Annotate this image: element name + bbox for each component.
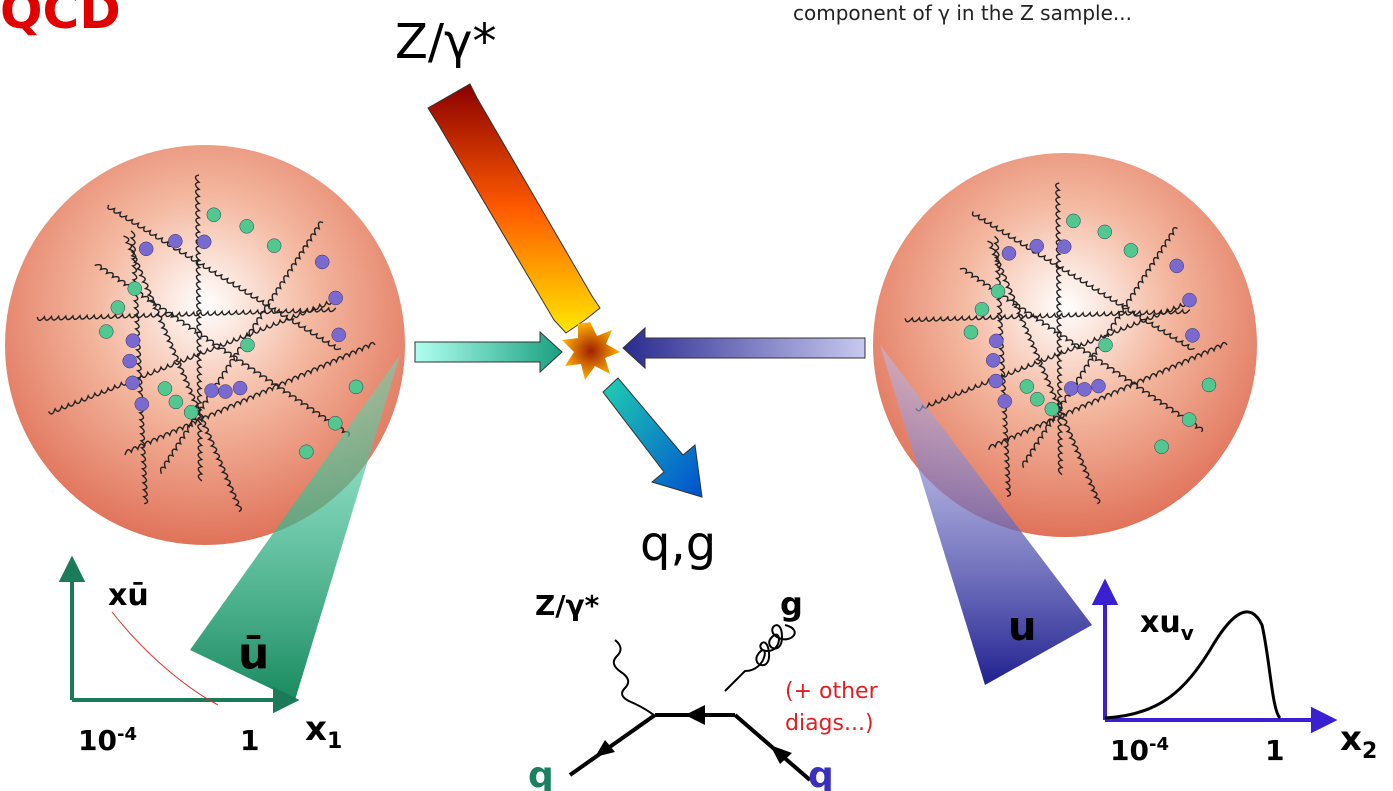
- quark: [123, 354, 137, 368]
- quark: [111, 301, 125, 315]
- quark: [1099, 338, 1113, 352]
- quark: [1030, 392, 1044, 406]
- quark: [1202, 378, 1216, 392]
- arrow-boson: [428, 84, 600, 333]
- quark: [349, 380, 363, 394]
- quark: [1030, 239, 1044, 253]
- quark: [989, 334, 1003, 348]
- axis-left: x1: [305, 709, 342, 754]
- quark: [207, 208, 221, 222]
- quark: [1185, 328, 1199, 342]
- xmax-right: 1: [1265, 734, 1284, 767]
- quark: [197, 235, 211, 249]
- fd-quark-in: q: [808, 755, 834, 791]
- quark: [1002, 246, 1016, 260]
- quark: [241, 338, 255, 352]
- quark: [329, 291, 343, 305]
- arrow-left: [415, 332, 562, 372]
- quark: [1057, 240, 1071, 254]
- slide: QCD component of γ in the Z sample... Z/…: [0, 0, 1393, 791]
- quark: [233, 381, 247, 395]
- parton-left: ū: [238, 628, 269, 679]
- quark: [158, 382, 172, 396]
- quark: [126, 376, 140, 390]
- quark: [128, 282, 142, 296]
- quark: [964, 325, 978, 339]
- quark: [139, 242, 153, 256]
- pdf-label-left: xū: [108, 578, 149, 613]
- pdf-label-right: xuv: [1140, 605, 1194, 645]
- fd-gluon: g: [780, 585, 803, 623]
- pdf-curve-left: [112, 612, 218, 705]
- parton-right: u: [1008, 604, 1036, 650]
- quark: [1045, 402, 1059, 416]
- quark: [267, 239, 281, 253]
- quark: [168, 234, 182, 248]
- quark: [184, 405, 198, 419]
- quark: [998, 394, 1012, 408]
- collision: [562, 322, 620, 380]
- axis-right: x2: [1340, 719, 1377, 764]
- quark: [1091, 379, 1105, 393]
- quark: [99, 325, 113, 339]
- quark: [328, 416, 342, 430]
- quark: [205, 384, 219, 398]
- quark: [332, 328, 346, 342]
- quark: [1064, 381, 1078, 395]
- quark: [1020, 379, 1034, 393]
- fd-boson: Z/γ*: [535, 589, 600, 622]
- arrow-right: [623, 328, 865, 368]
- quark: [1124, 243, 1138, 257]
- xmin-right: 10-4: [1110, 734, 1169, 767]
- quark: [1098, 225, 1112, 239]
- quark: [240, 219, 254, 233]
- quark: [169, 395, 183, 409]
- quark: [1182, 413, 1196, 427]
- title: QCD: [0, 0, 121, 40]
- quark: [218, 385, 232, 399]
- axes-right: [1095, 583, 1333, 730]
- quark: [135, 397, 149, 411]
- quark: [1170, 259, 1184, 273]
- quark: [991, 284, 1005, 298]
- quark: [975, 302, 989, 316]
- xmax-left: 1: [240, 724, 259, 757]
- note: component of γ in the Z sample...: [793, 1, 1132, 25]
- quark: [1077, 382, 1091, 396]
- fd-quark-out: q: [528, 755, 554, 791]
- quark: [1183, 293, 1197, 307]
- arrow-jet: [603, 378, 702, 497]
- jet-label: q,g: [640, 516, 716, 572]
- quark: [299, 445, 313, 459]
- quark: [986, 353, 1000, 367]
- xmin-left: 10-4: [78, 724, 137, 757]
- quark: [1066, 214, 1080, 228]
- quark: [315, 255, 329, 269]
- feynman: [570, 625, 810, 780]
- boson-label: Z/γ*: [395, 14, 496, 70]
- quark: [126, 334, 140, 348]
- quark: [989, 374, 1003, 388]
- quark: [1155, 440, 1169, 454]
